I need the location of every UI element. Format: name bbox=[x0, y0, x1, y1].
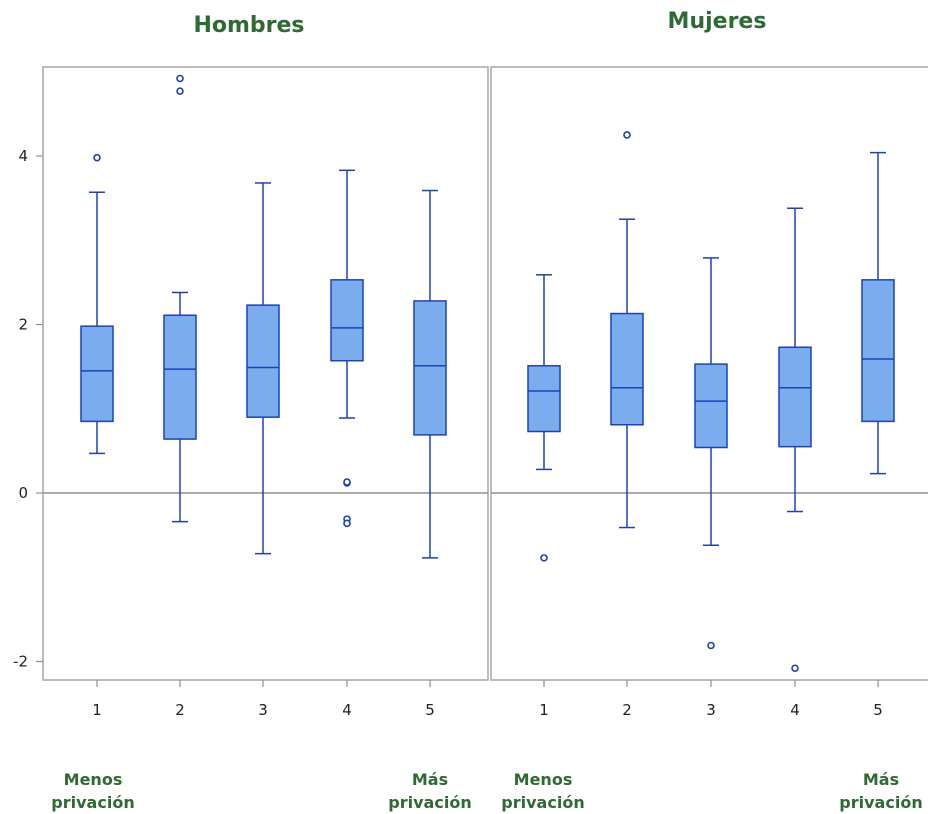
outlier-point bbox=[540, 554, 548, 562]
y-tick-label: 4 bbox=[18, 147, 28, 165]
iqr-box bbox=[778, 346, 812, 448]
outlier-point bbox=[176, 74, 184, 83]
left-low-label-line2: privación bbox=[51, 793, 134, 812]
iqr-box bbox=[246, 304, 280, 418]
iqr-box bbox=[80, 325, 114, 423]
right-low-label-line1: Menos bbox=[514, 770, 573, 789]
x-tick-label: 2 bbox=[175, 701, 185, 719]
iqr-box bbox=[527, 365, 561, 433]
x-tick-label: 3 bbox=[258, 701, 268, 719]
iqr-box bbox=[861, 279, 895, 423]
box-1 bbox=[80, 153, 114, 455]
outlier-point bbox=[707, 641, 715, 650]
panel-title-mujeres: Mujeres bbox=[668, 9, 767, 34]
box-4 bbox=[778, 207, 812, 673]
box-3 bbox=[694, 257, 728, 650]
iqr-box bbox=[413, 300, 447, 436]
y-axis: -2 0 2 4 bbox=[13, 147, 43, 671]
box-3 bbox=[246, 182, 280, 555]
left-high-label-line2: privación bbox=[388, 793, 471, 812]
x-tick-label: 5 bbox=[873, 701, 883, 719]
iqr-box bbox=[163, 314, 197, 440]
y-tick-label: 2 bbox=[18, 316, 28, 334]
panel-mujeres: 1 2 3 4 5 bbox=[490, 66, 928, 719]
right-low-label-line2: privación bbox=[501, 793, 584, 812]
outlier-point bbox=[343, 519, 351, 528]
outlier-point bbox=[176, 87, 184, 95]
y-tick-label: 0 bbox=[18, 484, 28, 502]
box-1 bbox=[527, 274, 561, 562]
x-tick-label: 4 bbox=[342, 701, 352, 719]
box-5 bbox=[861, 151, 895, 475]
panel-title-hombres: Hombres bbox=[193, 13, 304, 38]
right-high-label-line1: Más bbox=[863, 770, 899, 789]
left-high-label-line1: Más bbox=[412, 770, 448, 789]
panel-frame bbox=[42, 66, 489, 681]
outlier-point bbox=[343, 478, 351, 486]
outlier-point bbox=[623, 131, 631, 139]
box-2 bbox=[163, 74, 197, 523]
outlier-point bbox=[93, 153, 101, 162]
y-tick-label: -2 bbox=[13, 653, 28, 671]
box-5 bbox=[413, 189, 447, 559]
box-4 bbox=[330, 169, 364, 528]
panel-hombres: 1 2 3 4 5 bbox=[42, 66, 489, 719]
x-tick-label: 1 bbox=[539, 701, 549, 719]
outlier-point bbox=[791, 664, 799, 673]
iqr-box bbox=[610, 312, 644, 426]
iqr-box bbox=[694, 363, 728, 449]
box-2 bbox=[610, 131, 644, 529]
x-tick-label: 4 bbox=[790, 701, 800, 719]
x-tick-label: 1 bbox=[92, 701, 102, 719]
right-high-label-line2: privación bbox=[839, 793, 922, 812]
iqr-box bbox=[330, 279, 364, 362]
x-tick-label: 2 bbox=[622, 701, 632, 719]
x-tick-label: 3 bbox=[706, 701, 716, 719]
left-low-label-line1: Menos bbox=[64, 770, 123, 789]
x-tick-label: 5 bbox=[425, 701, 435, 719]
